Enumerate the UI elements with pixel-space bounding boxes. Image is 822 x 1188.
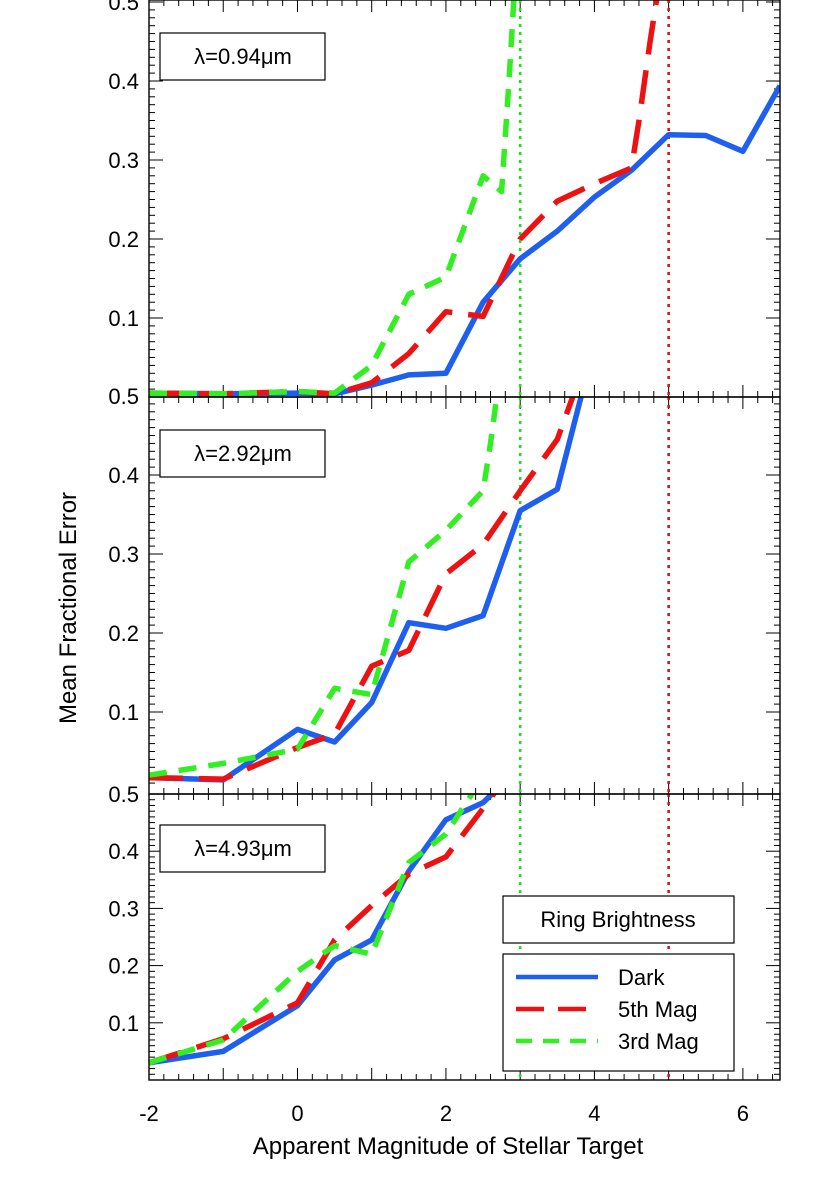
y-tick-label: 0.4 [108, 839, 139, 864]
x-axis-label: Apparent Magnitude of Stellar Target [253, 1133, 644, 1160]
x-tick-label: 4 [588, 1101, 600, 1126]
x-tick-label: -2 [139, 1101, 159, 1126]
tick-marks-layer [148, 0, 780, 1080]
legend: Ring Brightness Dark 5th Mag 3rd Mag [502, 895, 735, 1072]
reference-lines-layer [518, 0, 670, 1080]
tick-labels-layer: 0.1 0.2 0.3 0.4 0.5 0.1 0.2 0.3 0.4 0.5 0.1 0.2 0.3 0… [108, 0, 749, 1126]
panel-frames-layer [148, 0, 781, 1081]
y-tick-label: 0.2 [108, 227, 139, 252]
series-layer [148, 0, 780, 1066]
panel-0-series [148, 0, 780, 397]
legend-title: Ring Brightness [540, 907, 695, 932]
panel-label-box-0: λ=0.94μm [159, 32, 326, 81]
panel-labels-layer: λ=0.94μm λ=2.92μm λ=4.93μm [159, 32, 326, 873]
legend-entry-3rd-mag: 3rd Mag [618, 1029, 699, 1054]
y-tick-label: 0.5 [108, 384, 139, 409]
y-tick-label: 0.4 [108, 69, 139, 94]
y-tick-label: 0.3 [108, 542, 139, 567]
panel-1-series [148, 397, 584, 783]
y-tick-label: 0.1 [108, 700, 139, 725]
series-line-dark [148, 794, 496, 1066]
panel-label-box-2: λ=4.93μm [159, 824, 326, 873]
series-line-dark [148, 397, 584, 783]
legend-entries-box [502, 953, 735, 1072]
y-tick-label: 0.3 [108, 148, 139, 173]
x-tick-label: 0 [291, 1101, 303, 1126]
y-tick-label: 0.1 [108, 1011, 139, 1036]
y-tick-label: 0.5 [108, 782, 139, 807]
x-tick-label: 6 [737, 1101, 749, 1126]
panel-label-2: λ=4.93μm [194, 836, 292, 861]
y-axis-label: Mean Fractional Error [55, 492, 82, 724]
panel-label-box-1: λ=2.92μm [159, 429, 326, 478]
y-tick-label: 0.5 [108, 0, 139, 15]
panel-label-1: λ=2.92μm [194, 441, 292, 466]
y-tick-label: 0.3 [108, 896, 139, 921]
series-line-3rd-mag [148, 0, 517, 397]
legend-entry-5th-mag: 5th Mag [618, 997, 698, 1022]
series-line-5th-mag [148, 794, 498, 1066]
legend-title-box: Ring Brightness [502, 895, 735, 944]
panel-label-0: λ=0.94μm [194, 44, 292, 69]
panel-2-series [148, 794, 498, 1066]
series-line-3rd-mag [148, 794, 476, 1066]
panel-frame-2 [148, 793, 781, 1081]
y-tick-label: 0.4 [108, 463, 139, 488]
series-line-dark [148, 84, 780, 397]
y-tick-label: 0.1 [108, 306, 139, 331]
legend-entry-dark: Dark [618, 965, 665, 990]
y-tick-label: 0.2 [108, 621, 139, 646]
series-line-5th-mag [148, 397, 576, 782]
series-line-3rd-mag [148, 397, 500, 778]
y-tick-label: 0.2 [108, 954, 139, 979]
x-tick-label: 2 [440, 1101, 452, 1126]
